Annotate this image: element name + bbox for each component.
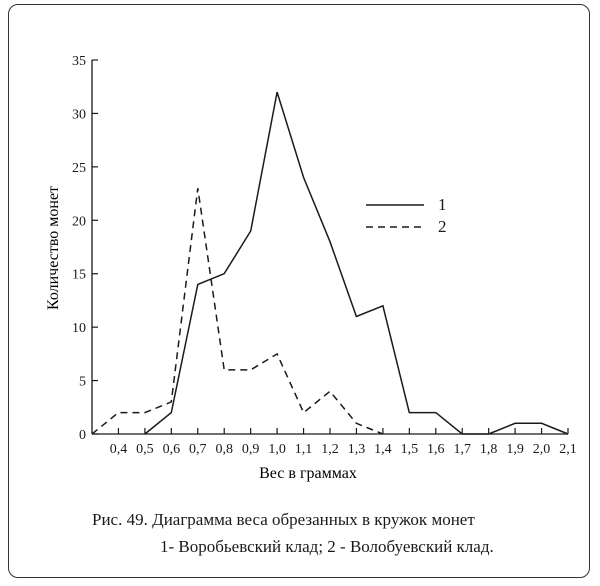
y-tick-label: 5: [79, 375, 86, 390]
y-tick-label: 10: [72, 321, 86, 336]
x-tick-label: 0,9: [242, 442, 260, 457]
x-tick-label: 2,0: [533, 442, 551, 457]
x-tick-label: 1,6: [427, 442, 445, 457]
y-tick-label: 0: [79, 428, 86, 443]
figure-caption-legend: 1- Воробьевский клад; 2 - Волобуевский к…: [160, 537, 494, 556]
figure-caption-title: Рис. 49. Диаграмма веса обрезанных в кру…: [92, 510, 475, 529]
x-tick-label: 1,3: [348, 442, 366, 457]
x-tick-label: 0,6: [163, 442, 181, 457]
line-chart: 0 5 10 15 20 25 30 35 0,4 0,5 0,6 0,7 0,8 0,9 1,0 1,1 1,…: [45, 54, 577, 482]
y-tick-label: 15: [72, 268, 86, 283]
x-tick-label: 1,4: [374, 442, 392, 457]
x-tick-label: 1,2: [321, 442, 339, 457]
x-tick-label: 0,7: [189, 442, 207, 457]
y-tick-label: 25: [72, 161, 86, 176]
x-tick-label: 0,4: [110, 442, 128, 457]
figure-frame: [8, 4, 590, 578]
x-tick-label: 1,8: [480, 442, 498, 457]
y-axis-label: Количество монет: [45, 186, 62, 310]
y-tick-label: 20: [72, 214, 86, 229]
chart-ticks: 0 5 10 15 20 25 30 35 0,4 0,5 0,6 0,7 0,8 0,9 1,0 1,1 1,…: [72, 54, 577, 457]
legend-label-2: 2: [438, 217, 447, 236]
x-tick-label: 0,5: [136, 442, 154, 457]
x-tick-label: 2,1: [559, 442, 577, 457]
x-tick-label: 1,9: [506, 442, 524, 457]
y-tick-label: 30: [72, 107, 86, 122]
y-tick-label: 35: [72, 54, 86, 69]
series-line-2: [91, 188, 384, 435]
chart-series: [91, 91, 569, 435]
chart-legend: 12: [366, 195, 447, 236]
series-line-1: [144, 91, 569, 435]
chart-axes: [91, 60, 568, 435]
x-axis-label: Вес в граммах: [259, 465, 357, 482]
legend-label-1: 1: [438, 195, 447, 214]
x-tick-label: 1,1: [295, 442, 313, 457]
x-tick-label: 0,8: [215, 442, 233, 457]
x-tick-label: 1,5: [401, 442, 419, 457]
x-tick-label: 1,0: [268, 442, 286, 457]
x-tick-label: 1,7: [453, 442, 471, 457]
